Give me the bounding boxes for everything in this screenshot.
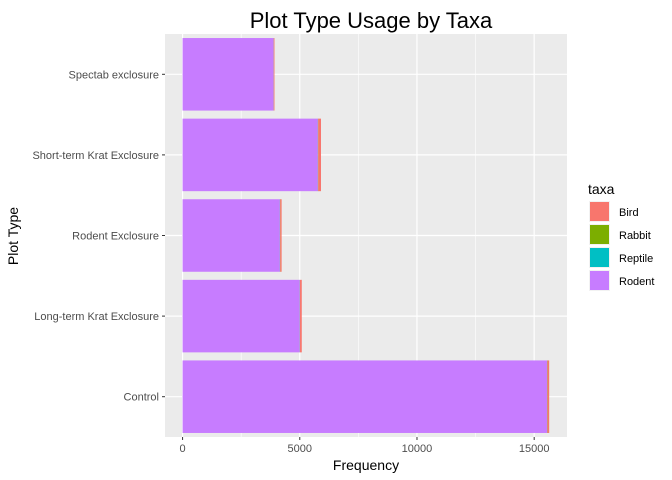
bar-bird-1 (300, 279, 302, 353)
bar-rodent-0 (182, 360, 548, 433)
y-tick-label: Long-term Krat Exclosure (34, 311, 159, 323)
y-tick-label: Short-term Krat Exclosure (32, 150, 159, 162)
x-tick-label: 0 (180, 443, 186, 455)
y-tick-label: Spectab exclosure (69, 69, 160, 81)
legend-label-rodent: Rodent (619, 276, 654, 288)
legend-label-reptile: Reptile (619, 253, 653, 265)
bars (182, 38, 550, 433)
bar-rodent-4 (182, 38, 274, 111)
bar-bird-3 (318, 118, 321, 192)
legend: taxa Bird Rabbit Reptile Rodent (588, 181, 654, 291)
bar-bird-2 (280, 199, 282, 272)
x-tick-label: 5000 (288, 443, 312, 455)
bar-rodent-3 (182, 118, 318, 192)
chart-title: Plot Type Usage by Taxa (250, 8, 493, 33)
legend-title: taxa (588, 181, 615, 197)
y-axis: Control Long-term Krat Exclosure Rodent Ex… (32, 69, 165, 404)
legend-swatch-rabbit (590, 225, 609, 244)
bar-rodent-2 (182, 199, 280, 272)
legend-swatch-bird (590, 202, 609, 221)
x-axis: 0 5000 10000 15000 (180, 437, 550, 455)
bar-rodent-1 (182, 279, 300, 353)
y-tick-label: Control (124, 392, 159, 404)
x-tick-label: 15000 (519, 443, 550, 455)
legend-label-rabbit: Rabbit (619, 230, 651, 242)
x-tick-label: 10000 (402, 443, 433, 455)
legend-label-bird: Bird (619, 207, 639, 219)
y-tick-label: Rodent Exclosure (72, 231, 159, 243)
bar-bird-4 (273, 38, 275, 111)
legend-swatch-rodent (590, 271, 609, 290)
x-axis-title: Frequency (333, 457, 399, 473)
y-axis-title: Plot Type (5, 207, 21, 265)
legend-swatch-reptile (590, 248, 609, 267)
bar-bird-0 (547, 360, 550, 433)
